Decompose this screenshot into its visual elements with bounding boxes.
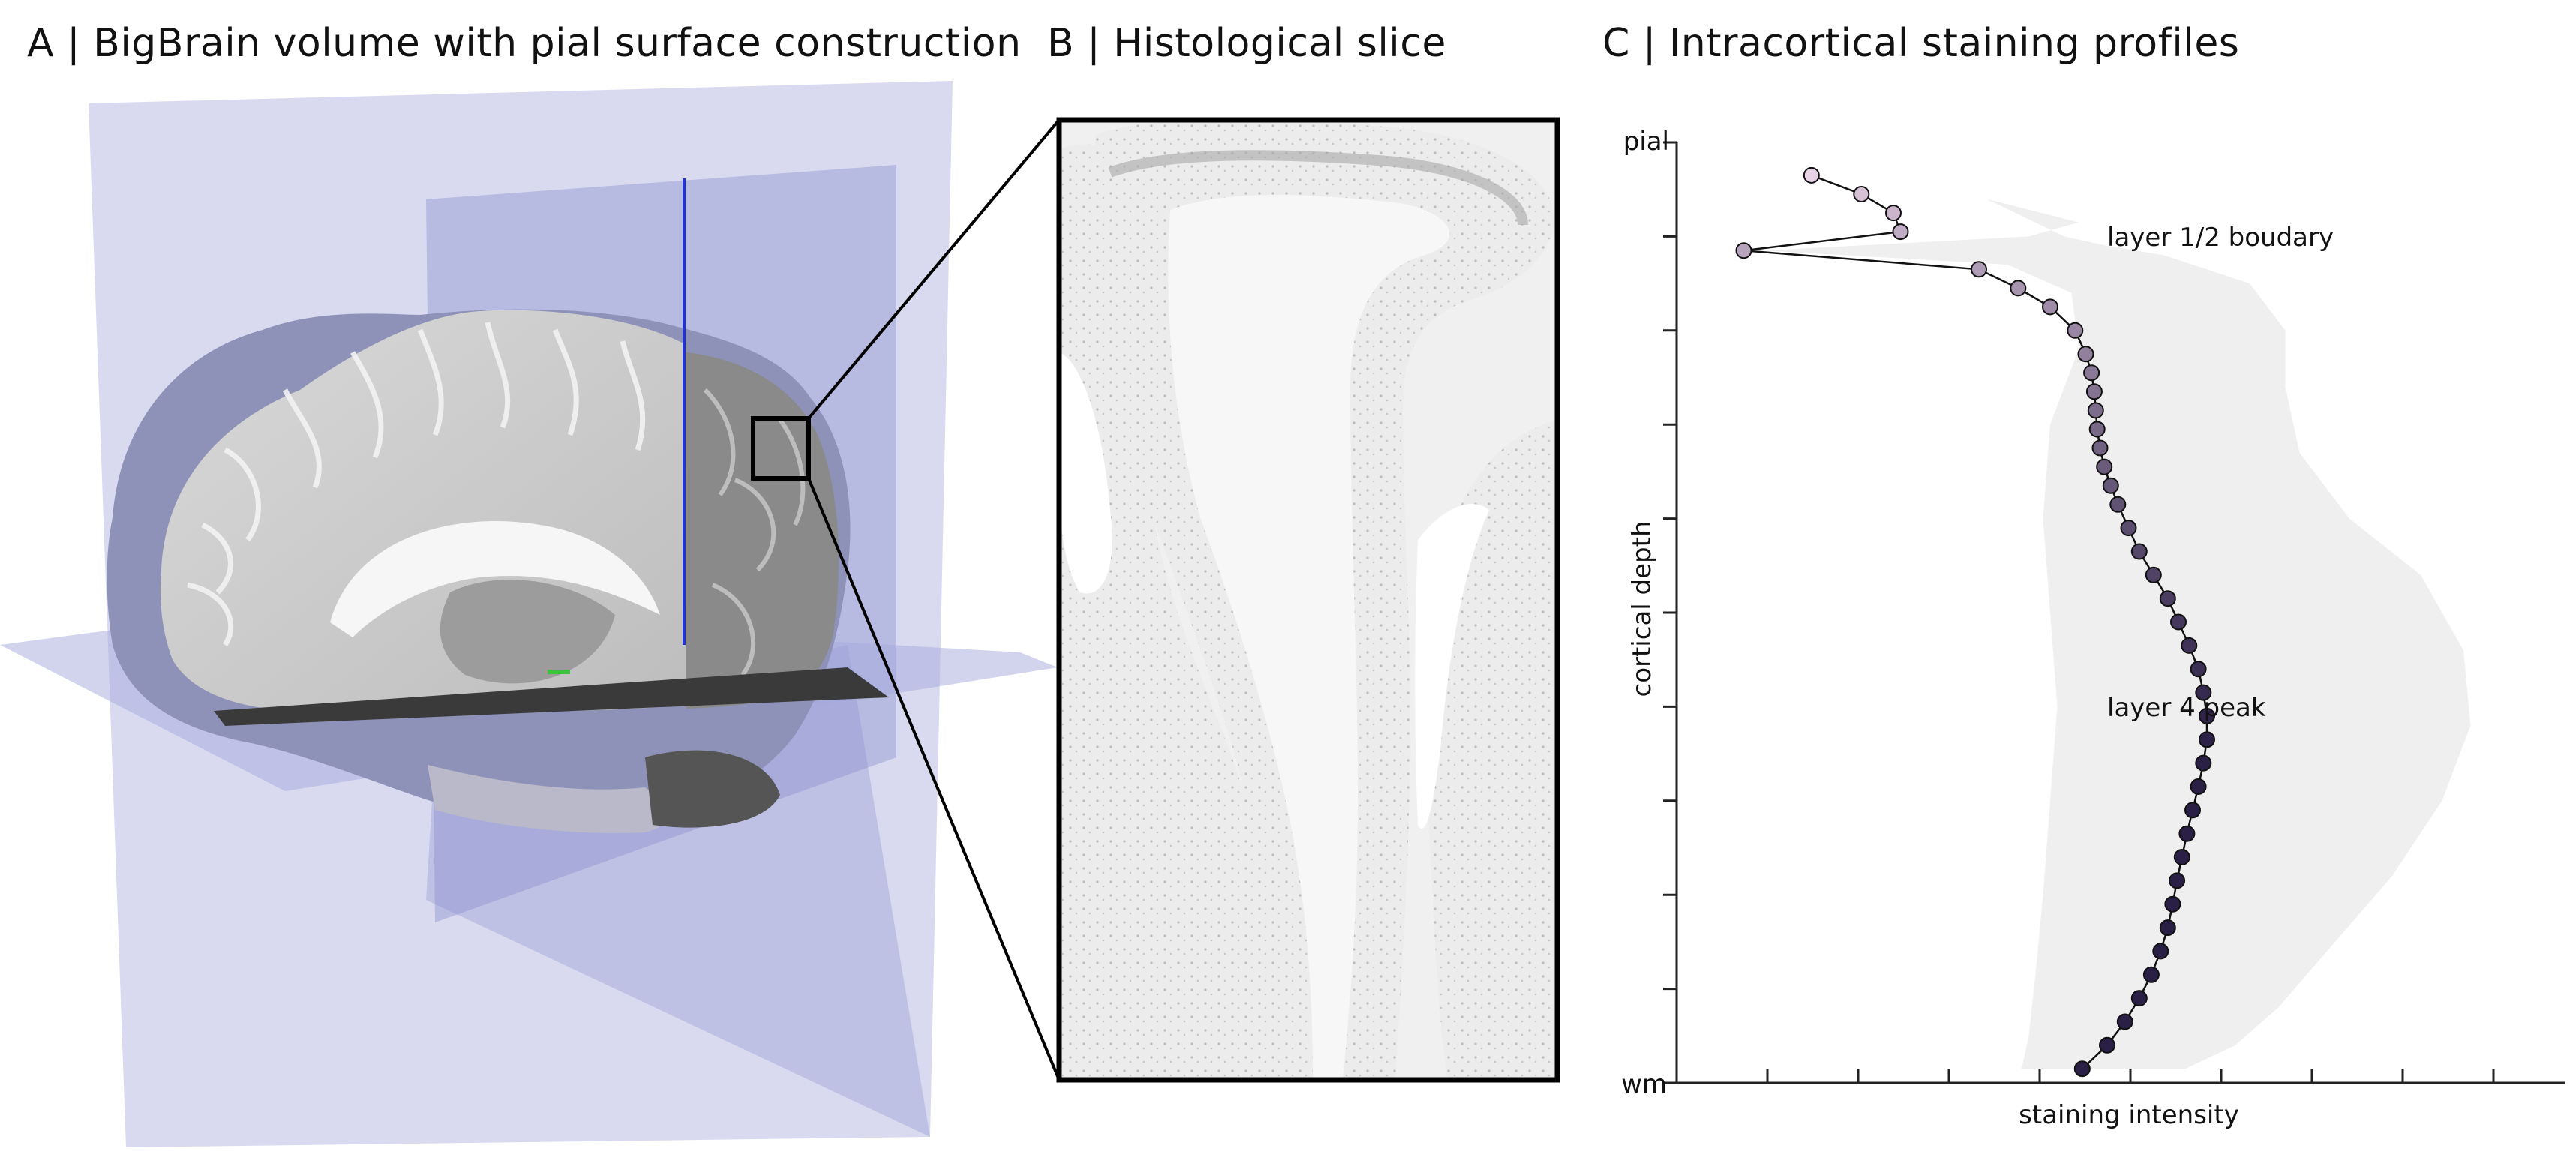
profile-point [2181,637,2198,654]
profile-point [2096,458,2113,475]
green-marker [548,670,570,674]
profile-points [1735,166,2215,1078]
layer-band [1108,150,1528,226]
profile-point [2067,322,2084,339]
profile-point [1853,186,1870,202]
profile-point [1971,261,1987,278]
thalamus [440,580,615,684]
profile-point [2199,731,2215,748]
profile-point [2087,402,2104,419]
profile-point [2199,707,2215,724]
panel-a-title: A | BigBrain volume with pial surface co… [27,21,1022,66]
profile-point [2085,383,2103,400]
corpus-callosum [330,521,660,637]
profile-point [1892,223,1909,241]
profile-point [2164,895,2181,913]
profile-point [2142,966,2160,983]
profile-point [2073,1060,2091,1078]
tissue-white-matter [1168,195,1450,1080]
sulcus-gap-center [1415,504,1489,829]
profile-point [2195,754,2212,772]
temporal-surface [428,765,668,833]
profile-point [2109,496,2127,513]
annotation-layer-4-peak: layer 4 peak [2107,693,2266,723]
profile-point [1735,242,1752,259]
histology-frame [1056,117,1560,1083]
profile-point [2083,364,2100,382]
y-tick-label-pial: pial [1623,127,1669,157]
profile-point [2169,872,2186,889]
profile-point [2091,439,2109,457]
profile-point [2116,1013,2133,1030]
profile-point [2159,919,2176,937]
zoom-line-top [807,118,1061,420]
profile-point [1885,205,1902,222]
cerebellum [645,750,780,828]
profile-variance-band [1765,170,2471,1069]
profile-point [2145,566,2162,583]
profile-point [2170,613,2187,631]
x-axis-label: staining intensity [2019,1100,2239,1130]
brain-3d-view [0,81,1061,1147]
y-axis-label: cortical depth [1627,521,1657,697]
staining-profile-chart: pial wm cortical depth staining intensit… [1621,127,2565,1130]
zoom-line-bottom [807,478,1061,1081]
profile-point [2195,684,2212,701]
profile-point [1803,166,1820,184]
annotation-layer-1-2-boundary: layer 1/2 boudary [2107,223,2334,253]
y-ticks [1663,141,1677,1084]
sulcus-gap-left [1059,352,1112,594]
profile-point [2130,990,2148,1007]
coronal-gyri [703,388,806,676]
coronal-cut-face [686,352,839,709]
histology-slice-panel [1056,117,1560,1083]
profile-point [2077,346,2094,363]
profile-point [2120,520,2137,537]
profile-point [2010,280,2027,297]
profile-point [2184,802,2201,819]
profile-point [2178,825,2196,842]
profile-point [2159,590,2176,607]
panel-b-title: B | Histological slice [1047,21,1446,66]
x-ticks [1766,1069,2495,1083]
y-tick-label-wm: wm [1621,1069,1667,1099]
profile-point [2190,661,2207,678]
profile-point [2099,1036,2115,1054]
gyral-pattern [187,322,646,646]
profile-point [2173,849,2190,865]
inset-box [751,416,811,481]
profile-point [2152,943,2169,960]
profile-point [2190,778,2207,795]
profile-point [2130,543,2148,560]
profile-point [2102,477,2119,494]
profile-point [2042,298,2058,316]
profile-point [2088,421,2106,438]
axial-cut-slab [214,667,889,726]
panel-c-title: C | Intracortical staining profiles [1602,21,2240,66]
